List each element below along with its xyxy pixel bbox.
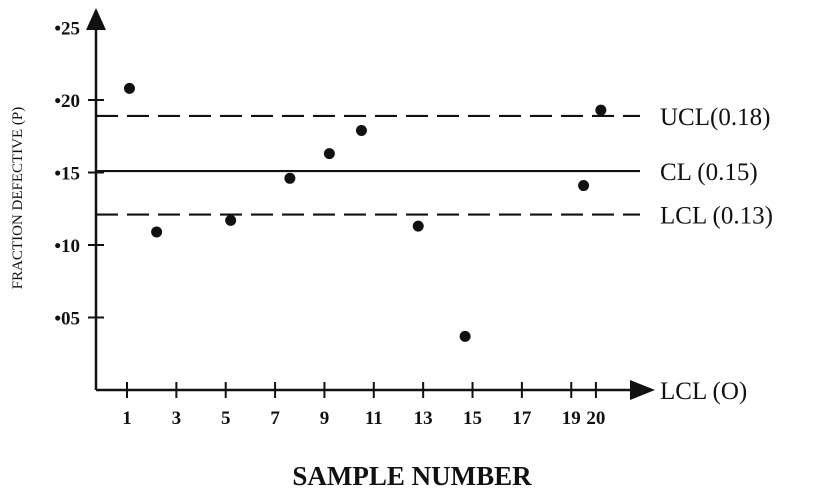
x-axis-label: SAMPLE NUMBER — [292, 461, 532, 491]
reference-line-label-2: CL (0.15) — [660, 159, 758, 186]
data-point-2 — [151, 226, 163, 238]
data-points — [123, 82, 607, 342]
data-point-9 — [578, 180, 590, 192]
y-axis-label: FRACTION DEFECTIVE (P) — [10, 107, 26, 290]
y-tick-label-4: •20 — [54, 91, 80, 112]
x-ticks: 1 3 5 7 9 11 13 15 17 19 20 — [122, 382, 605, 429]
reference-line-labels: UCL(0.18) CL (0.15) LCL (0.13) LCL (O) — [660, 104, 773, 405]
data-point-6 — [355, 124, 367, 136]
y-tick-label-5: •25 — [54, 19, 80, 40]
data-point-5 — [323, 148, 335, 160]
y-tick-label-3: •15 — [54, 164, 80, 185]
data-point-8 — [459, 330, 471, 342]
reference-line-label-3: LCL (0.13) — [660, 203, 773, 230]
x-tick-label-10: 19 — [562, 408, 581, 429]
reference-lines — [96, 114, 640, 216]
x-tick-label-1: 1 — [122, 408, 132, 429]
x-tick-label-7: 13 — [414, 408, 433, 429]
y-tick-label-1: •05 — [54, 309, 80, 330]
x-tick-label-8: 15 — [463, 408, 482, 429]
data-point-3 — [225, 214, 237, 226]
x-tick-label-9: 17 — [512, 408, 532, 429]
reference-line-label-1: UCL(0.18) — [660, 104, 770, 131]
x-axis-arrow — [630, 380, 655, 400]
y-ticks: •05 •10 •15 •20 •25 — [54, 19, 104, 330]
x-tick-label-6: 11 — [365, 408, 383, 429]
x-tick-label-2: 3 — [172, 408, 182, 429]
x-tick-label-4: 7 — [270, 408, 280, 429]
data-point-7 — [412, 220, 424, 232]
reference-line-label-4: LCL (O) — [660, 378, 747, 405]
data-point-4 — [284, 172, 296, 184]
axes — [86, 8, 655, 400]
y-tick-label-2: •10 — [54, 236, 80, 257]
data-point-1 — [123, 82, 135, 94]
x-tick-label-11: 20 — [586, 408, 605, 429]
x-tick-label-5: 9 — [320, 408, 330, 429]
x-tick-label-3: 5 — [221, 408, 231, 429]
y-axis-arrow — [86, 8, 106, 30]
data-point-10 — [595, 104, 607, 116]
